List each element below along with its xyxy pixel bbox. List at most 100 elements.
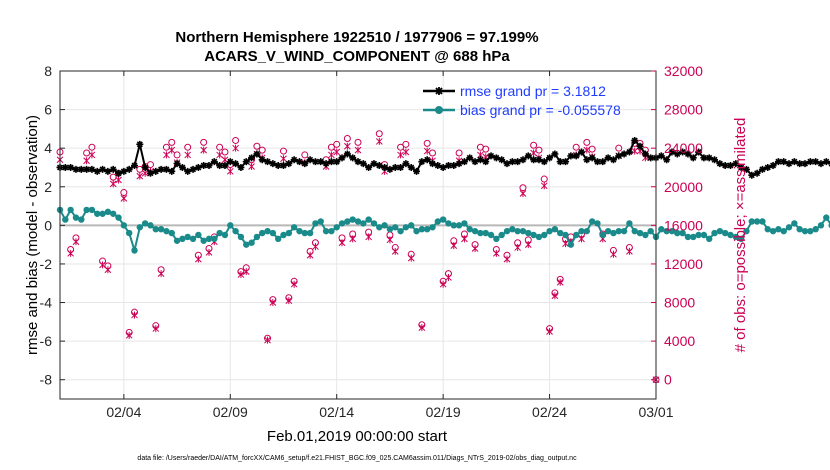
rmse-point <box>684 150 692 158</box>
legend-rmse-marker <box>435 87 443 95</box>
obs-assimilated-point <box>418 324 426 332</box>
x-tick-label: 02/24 <box>532 404 567 420</box>
obs-assimilated-point <box>407 254 415 262</box>
bias-point <box>67 206 74 214</box>
rmse-point <box>136 140 144 148</box>
y-right-tick-label: 12000 <box>664 256 703 272</box>
bias-point <box>434 218 442 225</box>
obs-assimilated-point <box>445 273 452 281</box>
obs-assimilated-point <box>237 271 245 279</box>
bias-point <box>365 216 372 223</box>
obs-assimilated-point <box>402 148 410 156</box>
x-tick-label: 02/09 <box>213 404 248 420</box>
obs-possible-point <box>333 140 341 148</box>
obs-assimilated-point <box>67 249 74 257</box>
rmse-point <box>705 154 713 162</box>
rmse-point <box>67 163 75 171</box>
rmse-point <box>636 142 644 150</box>
bias-point <box>333 224 340 231</box>
rmse-point <box>88 165 96 173</box>
obs-assimilated-point <box>290 280 298 288</box>
bias-point <box>461 220 468 227</box>
rmse-point <box>641 150 649 158</box>
rmse-point <box>673 150 681 158</box>
obs-assimilated-point <box>397 151 404 159</box>
obs-possible-point <box>572 143 580 151</box>
bias-point <box>562 231 569 239</box>
bias-point <box>807 227 814 235</box>
y-right-axis-label: # of obs: o=possible; ×=assimilated <box>732 118 749 353</box>
obs-possible-point <box>455 149 463 157</box>
rmse-point <box>109 165 117 173</box>
rmse-point <box>817 160 825 168</box>
rmse-point <box>402 160 410 168</box>
rmse-point <box>700 154 708 162</box>
rmse-point <box>253 150 261 158</box>
rmse-point <box>498 156 506 164</box>
rmse-point <box>290 156 298 164</box>
rmse-point <box>599 158 607 166</box>
obs-possible-point <box>173 151 181 159</box>
rmse-point <box>333 158 341 166</box>
rmse-point <box>168 167 176 175</box>
bias-point <box>615 227 622 235</box>
rmse-point <box>593 158 601 166</box>
bias-point <box>259 229 266 237</box>
rmse-point <box>115 169 123 177</box>
rmse-point <box>157 165 165 173</box>
rmse-point <box>210 158 218 166</box>
rmse-point <box>742 165 750 173</box>
rmse-point <box>615 152 623 160</box>
bias-point <box>173 237 181 244</box>
rmse-point <box>572 152 580 160</box>
obs-possible-point <box>530 141 538 149</box>
bias-point <box>487 231 495 239</box>
plot-area <box>60 71 656 399</box>
bias-point <box>604 227 612 235</box>
bias-point <box>72 214 80 221</box>
bias-point <box>737 235 745 243</box>
obs-possible-point <box>301 151 309 159</box>
obs-assimilated-point <box>83 157 90 165</box>
obs-assimilated-point <box>461 235 468 243</box>
obs-assimilated-point <box>136 172 144 180</box>
y-right-tick-label: 28000 <box>664 102 703 118</box>
rmse-point <box>540 158 548 166</box>
rmse-point <box>774 158 782 166</box>
obs-assimilated-point <box>104 266 112 274</box>
rmse-point <box>77 165 85 173</box>
bias-point <box>583 227 591 235</box>
bias-point <box>509 226 516 233</box>
bias-point <box>104 208 112 216</box>
bias-point <box>328 227 335 235</box>
bias-point <box>392 224 399 231</box>
rmse-point <box>264 158 272 166</box>
bias-point <box>567 241 575 248</box>
rmse-line <box>60 138 830 177</box>
y-left-tick-label: 4 <box>44 140 52 156</box>
bias-point <box>663 227 670 235</box>
x-tick-label: 02/04 <box>106 404 141 420</box>
bias-point <box>62 216 69 223</box>
bias-point <box>370 220 378 227</box>
rmse-point <box>806 158 814 166</box>
rmse-point <box>604 154 612 162</box>
rmse-point <box>120 167 128 175</box>
bias-point <box>227 222 234 229</box>
rmse-point <box>556 158 564 166</box>
bias-point <box>541 231 548 239</box>
rmse-point <box>790 158 798 166</box>
rmse-point <box>269 160 277 168</box>
rmse-point <box>514 158 522 166</box>
bias-point <box>264 227 271 235</box>
bias-point <box>732 233 740 241</box>
bias-point <box>179 235 186 243</box>
chart-subtitle: ACARS_V_WIND_COMPONENT @ 688 hPa <box>204 48 510 65</box>
obs-possible-point <box>258 146 266 154</box>
bias-point <box>743 227 750 235</box>
rmse-point <box>83 165 91 173</box>
bias-point <box>668 227 676 235</box>
obs-assimilated-point <box>157 270 165 278</box>
bias-point <box>450 222 457 229</box>
obs-possible-point <box>397 143 405 151</box>
